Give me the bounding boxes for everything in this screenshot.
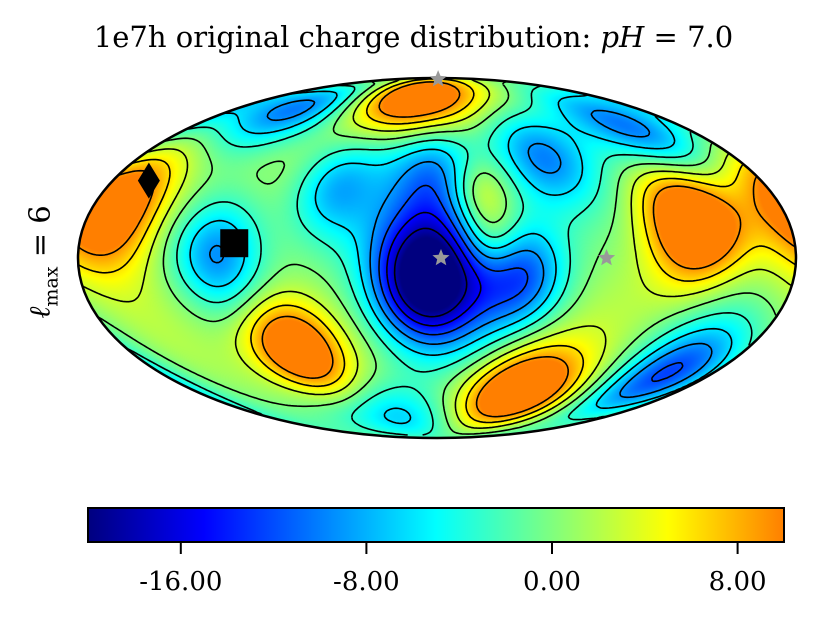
contour-level-neg15 bbox=[386, 211, 482, 327]
marker-star-4 bbox=[429, 70, 447, 87]
marker-star-2 bbox=[432, 249, 450, 266]
colorbar-gradient bbox=[88, 508, 784, 542]
marker-diamond-0 bbox=[137, 162, 160, 199]
colorbar-tick-label-3: 8.00 bbox=[709, 567, 767, 597]
colorbar-tick-label-1: -8.00 bbox=[333, 567, 400, 597]
markers bbox=[137, 70, 616, 266]
colorbar-frame bbox=[87, 507, 785, 543]
title-math: pH bbox=[600, 20, 645, 54]
colorbar-tick-label-0: -16.00 bbox=[139, 567, 222, 597]
contour-level-neg12 bbox=[378, 184, 684, 383]
title-prefix: 1e7h original charge distribution: bbox=[93, 20, 601, 54]
marker-square-1 bbox=[220, 229, 249, 258]
colorbar-tick-label-2: 0.00 bbox=[523, 567, 581, 597]
contour-level-neg9 bbox=[209, 99, 713, 399]
colorbar: -16.00 -8.00 0.00 8.00 bbox=[87, 507, 785, 597]
title-suffix: = 7.0 bbox=[644, 20, 734, 54]
charge-field-map bbox=[78, 78, 796, 438]
chart-title: 1e7h original charge distribution: pH = … bbox=[0, 20, 827, 54]
colorbar-ticks: -16.00 -8.00 0.00 8.00 bbox=[139, 542, 767, 597]
contour-level-neg18 bbox=[393, 227, 468, 318]
contour-level-pos6 bbox=[78, 78, 796, 424]
marker-star-3 bbox=[598, 249, 616, 266]
